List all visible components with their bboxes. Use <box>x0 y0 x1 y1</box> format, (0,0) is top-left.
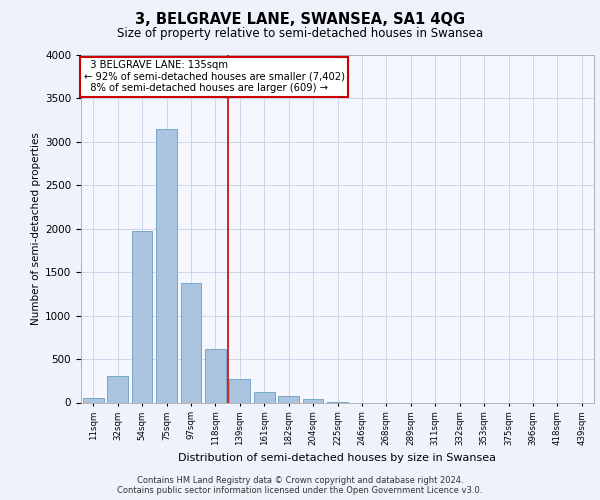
Text: 3, BELGRAVE LANE, SWANSEA, SA1 4QG: 3, BELGRAVE LANE, SWANSEA, SA1 4QG <box>135 12 465 28</box>
Y-axis label: Number of semi-detached properties: Number of semi-detached properties <box>31 132 41 325</box>
Bar <box>156 129 177 402</box>
X-axis label: Distribution of semi-detached houses by size in Swansea: Distribution of semi-detached houses by … <box>179 454 497 464</box>
Bar <box>131 232 152 402</box>
Bar <box>107 376 128 402</box>
Bar <box>181 282 202 403</box>
Bar <box>254 392 275 402</box>
Text: 3 BELGRAVE LANE: 135sqm
← 92% of semi-detached houses are smaller (7,402)
  8% o: 3 BELGRAVE LANE: 135sqm ← 92% of semi-de… <box>83 60 344 94</box>
Bar <box>205 348 226 403</box>
Bar <box>83 398 104 402</box>
Bar <box>278 396 299 402</box>
Text: Contains HM Land Registry data © Crown copyright and database right 2024.
Contai: Contains HM Land Registry data © Crown c… <box>118 476 482 495</box>
Bar <box>229 379 250 402</box>
Bar <box>302 399 323 402</box>
Text: Size of property relative to semi-detached houses in Swansea: Size of property relative to semi-detach… <box>117 28 483 40</box>
